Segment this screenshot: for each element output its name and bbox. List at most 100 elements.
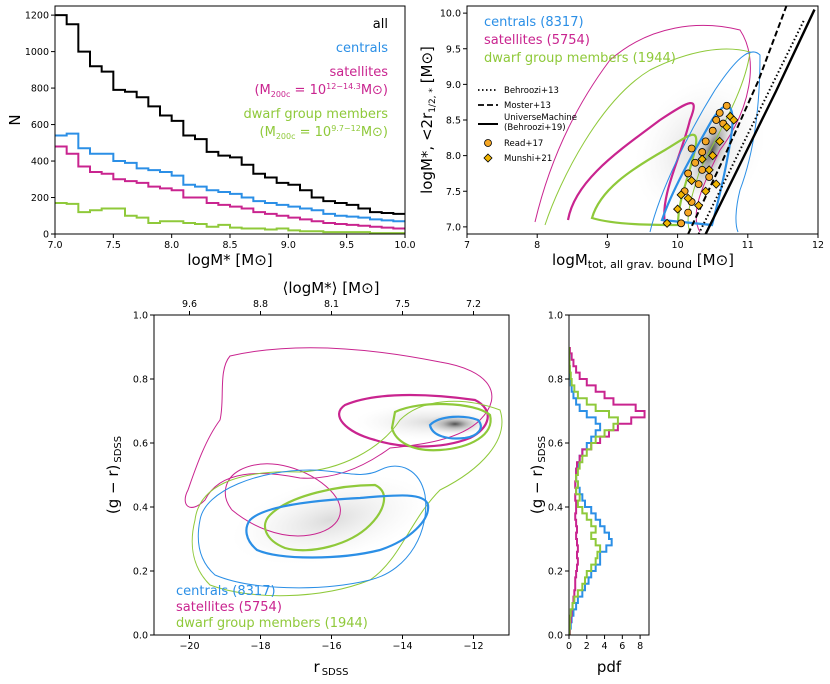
axes-frame (568, 314, 650, 636)
series-centrals (55, 132, 405, 223)
x-tick-label: 12 (812, 240, 824, 251)
x-axis-label: logMtot, all grav. bound [M⊙] (552, 251, 734, 271)
legend-text-behroozi13: Behroozi+13 (504, 86, 559, 96)
contour-dwarf-blue (263, 483, 386, 552)
point-munshi21 (676, 190, 686, 200)
y-tick-label: 0.2 (548, 567, 563, 578)
panel-color-magnitude: −20 −18 −16 −14 −12 0.0 0.2 0.4 0.6 0.8 1.0 9.6 8.… (104, 279, 510, 678)
legend-text-moster13: Moster+13 (504, 101, 551, 111)
y-axis-label: (g − r)SDSS (104, 436, 124, 514)
x-axis-label: r SDSS (314, 658, 349, 678)
legend-satellites: satellites (5754) (484, 33, 590, 48)
x-tick-label: 11 (742, 240, 754, 251)
contour-dwarf-inner (390, 402, 492, 452)
y-axis-label: (g − r)SDSS (528, 436, 548, 514)
y-tick-label: 0.6 (133, 439, 148, 450)
legend-text-read17: Read+17 (504, 139, 543, 149)
point-read17 (698, 165, 707, 174)
contour-centrals-inner (245, 494, 430, 559)
y-tick-label: 1.0 (133, 311, 148, 322)
x-axis-label: logM* [M⊙] (187, 251, 272, 269)
y-tick-label: 0 (43, 230, 49, 241)
legend-centrals: centrals (336, 41, 388, 56)
legend-text-munshi21: Munshi+21 (504, 154, 552, 164)
contour-centrals-outer (649, 51, 761, 233)
x-tick-label: 4 (602, 641, 608, 652)
point-munshi21 (704, 165, 714, 175)
legend-text-universemachine: UniverseMachine (504, 113, 577, 123)
x-tick-label: 9.5 (339, 240, 354, 251)
legend-marker-munshi21 (483, 153, 493, 163)
point-read17 (684, 208, 693, 217)
legend-all: all (373, 17, 388, 32)
contour-satellites-blue (224, 463, 341, 537)
y-tick-label: 0.0 (133, 631, 148, 642)
top-axis-label: ⟨logM*⟩ [M⊙] (283, 279, 380, 297)
x-tick-label: 9.6 (182, 299, 197, 310)
legend-satellites: satellites (5754) (176, 600, 282, 615)
y-tick-label: 0.6 (548, 439, 563, 450)
x-tick-label: 8 (534, 240, 540, 251)
y-tick-label: 1.0 (548, 311, 563, 322)
series-dwarf-group-members (569, 347, 619, 635)
x-tick-label: 7.0 (47, 240, 62, 251)
series-centrals (569, 347, 613, 635)
relation-universemachine (704, 9, 816, 234)
contour-centrals-red (428, 415, 482, 440)
x-tick-label: 7.5 (395, 299, 410, 310)
legend-marker-read17 (484, 139, 492, 147)
point-read17 (687, 144, 696, 153)
x-tick-label: 8 (637, 641, 643, 652)
x-tick-label: −14 (392, 641, 412, 652)
point-read17 (677, 219, 686, 228)
x-tick-label: −16 (321, 641, 341, 652)
x-tick-label: 9 (604, 240, 610, 251)
point-munshi21 (694, 200, 704, 211)
point-munshi21 (708, 151, 718, 161)
x-tick-label: 10.0 (394, 240, 415, 251)
legend-satellites: satellites (329, 65, 388, 80)
y-tick-label: 0.8 (548, 375, 563, 386)
point-munshi21 (662, 218, 672, 228)
point-read17 (684, 169, 693, 178)
x-tick-label: 7.5 (106, 240, 121, 251)
y-tick-label: 0.8 (133, 375, 148, 386)
y-tick-label: 7.0 (446, 222, 461, 233)
y-tick-label: 8.0 (446, 151, 461, 162)
point-munshi21 (673, 204, 683, 214)
point-munshi21 (729, 115, 739, 125)
x-axis-label: pdf (597, 658, 622, 676)
contour-satellites-outer (184, 347, 493, 508)
x-tick-label: −20 (179, 641, 199, 652)
point-munshi21 (697, 154, 707, 164)
x-tick-label: 6 (619, 641, 625, 652)
y-tick-label: 200 (31, 193, 49, 204)
legend-satellites-range: (M200c = 1012−14.3M⊙) (254, 82, 388, 99)
y-tick-label: 600 (31, 120, 49, 131)
y-tick-label: 400 (31, 157, 49, 168)
x-tick-label: 2 (584, 641, 590, 652)
point-munshi21 (722, 122, 732, 132)
y-tick-label: 10.0 (440, 9, 461, 20)
point-read17 (701, 137, 710, 146)
x-tick-label: 8.8 (253, 299, 268, 310)
point-read17 (694, 180, 703, 189)
legend-dwarf: dwarf group members (1944) (176, 616, 368, 631)
legend-dwarf: dwarf group members (1944) (484, 51, 676, 66)
series-satellites (55, 145, 405, 230)
point-munshi21 (711, 179, 721, 189)
legend-dwarf-range: (M200c = 109.7−12M⊙) (260, 124, 388, 141)
y-tick-label: 0.2 (133, 567, 148, 578)
x-tick-label: 0 (566, 641, 572, 652)
x-tick-label: 8.0 (164, 240, 179, 251)
point-read17 (722, 101, 731, 110)
legend-dwarf: dwarf group members (244, 107, 389, 122)
legend-relations: Behroozi+13 Moster+13 UniverseMachine (B… (478, 86, 577, 164)
relation-moster13 (687, 6, 788, 234)
y-tick-label: 8.5 (446, 116, 461, 127)
y-tick-label: 1200 (25, 11, 49, 22)
point-munshi21 (687, 175, 697, 186)
point-read17 (705, 173, 714, 181)
